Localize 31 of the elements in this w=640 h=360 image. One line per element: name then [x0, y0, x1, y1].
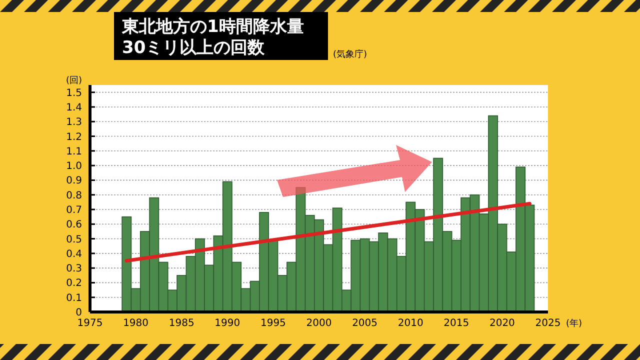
x-tick-label: 2015: [444, 318, 470, 329]
y-tick-label: 0.2: [66, 278, 82, 290]
y-tick-label: 0.7: [66, 204, 82, 216]
x-tick-label: 1985: [168, 318, 194, 329]
x-axis-title: (年): [566, 318, 582, 329]
x-tick-label: 2025: [535, 318, 561, 329]
chart-title: 東北地方の1時間降水量 30ミリ以上の回数: [121, 17, 304, 58]
y-tick-label: 0.6: [66, 220, 82, 231]
y-tick-label: 1.5: [66, 88, 82, 99]
y-tick-label: 1.1: [66, 146, 82, 158]
x-tick-label: 2005: [352, 318, 378, 329]
y-tick-label: 1.3: [66, 117, 82, 128]
x-tick-label: 2010: [398, 318, 424, 329]
y-tick-label: 0.9: [66, 176, 82, 187]
y-tick-label: 0.4: [66, 248, 82, 260]
y-tick-label: 1.4: [66, 102, 82, 114]
y-tick-label: 1.2: [66, 132, 82, 143]
x-tick-label: 2020: [489, 318, 515, 329]
y-tick-label: 0.3: [66, 264, 82, 275]
x-tick-label: 1990: [214, 318, 240, 329]
chart-subtitle: (気象庁): [333, 49, 368, 60]
y-tick-label: 0.1: [66, 292, 82, 304]
x-tick-label: 1975: [77, 318, 103, 329]
y-axis-title: (回): [66, 76, 82, 86]
x-tick-label: 2000: [306, 318, 332, 329]
y-tick-label: 0.8: [66, 190, 82, 202]
x-tick-label: 1980: [123, 318, 149, 329]
y-tick-label: 0.5: [66, 234, 82, 246]
x-tick-label: 1995: [260, 318, 286, 329]
y-tick-label: 0: [76, 308, 82, 318]
y-tick-label: 1.0: [66, 161, 82, 172]
